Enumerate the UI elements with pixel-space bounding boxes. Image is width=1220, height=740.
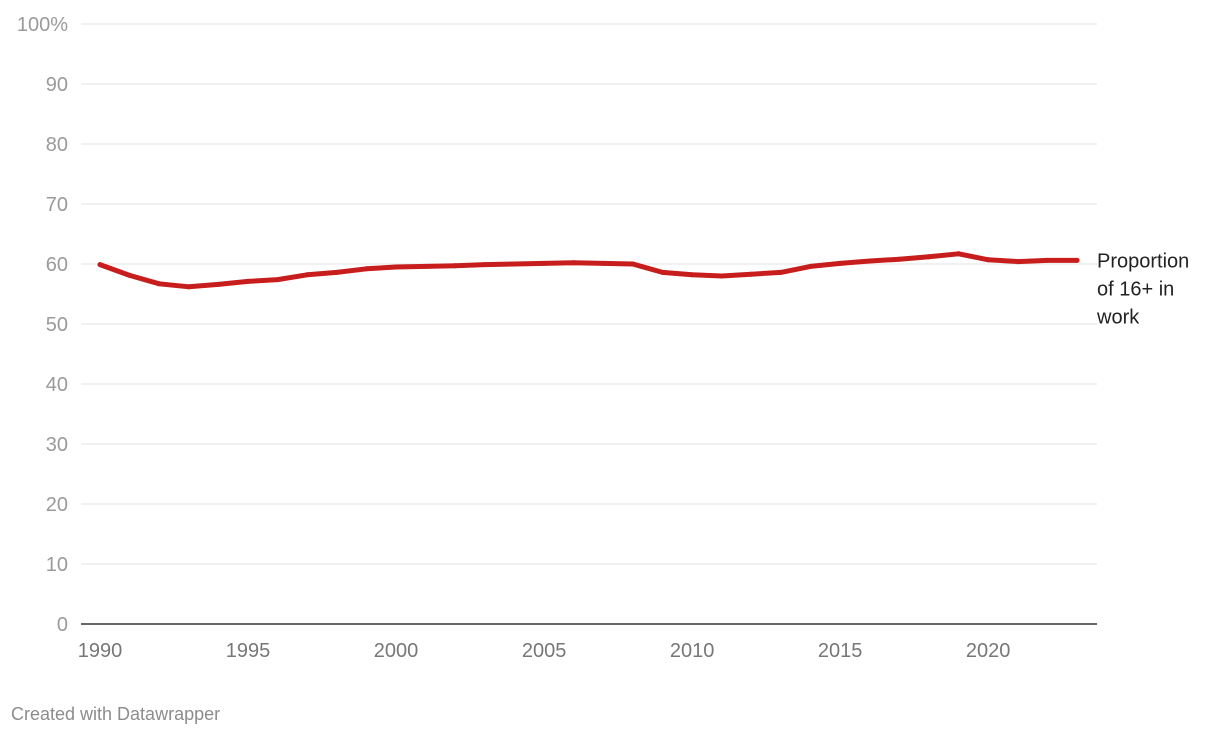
y-tick-label: 50: [46, 314, 68, 336]
data-point: [719, 273, 725, 279]
series-label-line: of 16+ in: [1097, 278, 1174, 300]
y-tick-label: 80: [46, 134, 68, 156]
data-point: [304, 272, 310, 278]
data-point: [482, 262, 488, 268]
data-point: [896, 256, 902, 262]
data-point: [156, 281, 162, 287]
series-label-line: work: [1096, 306, 1140, 328]
data-point: [1044, 257, 1050, 263]
y-tick-label: 70: [46, 194, 68, 216]
data-point: [1074, 257, 1080, 263]
data-point: [808, 263, 814, 269]
series-label-line: Proportion: [1097, 250, 1189, 272]
x-tick-label: 1990: [78, 640, 123, 662]
y-tick-label: 60: [46, 254, 68, 276]
data-point: [186, 284, 192, 290]
data-point: [97, 262, 103, 268]
y-tick-label: 20: [46, 494, 68, 516]
y-tick-label: 90: [46, 74, 68, 96]
y-tick-label: 10: [46, 554, 68, 576]
data-point: [334, 269, 340, 275]
data-point: [245, 278, 251, 284]
gridlines: [81, 23, 1097, 565]
data-point: [571, 260, 577, 266]
data-point: [275, 277, 281, 283]
y-tick-label: 30: [46, 434, 68, 456]
series-labels: Proportion of 16+ in work: [1096, 250, 1189, 328]
data-point: [985, 257, 991, 263]
y-tick-label: 40: [46, 374, 68, 396]
data-point: [689, 272, 695, 278]
data-point: [630, 261, 636, 267]
data-point: [778, 269, 784, 275]
data-point: [363, 266, 369, 272]
data-point: [423, 263, 429, 269]
data-point: [127, 272, 133, 278]
data-point: [600, 260, 606, 266]
data-point: [660, 269, 666, 275]
data-point: [511, 261, 517, 267]
series-layer: [97, 251, 1080, 290]
data-point: [452, 263, 458, 269]
x-tick-label: 2020: [966, 640, 1011, 662]
y-tick-label: 0: [57, 614, 68, 636]
x-tick-label: 2005: [522, 640, 567, 662]
data-point: [926, 254, 932, 260]
data-point: [748, 271, 754, 277]
data-point: [867, 258, 873, 264]
y-axis-tick-labels: 0 10 20 30 40 50 60 70 80 90 100%: [17, 14, 68, 636]
x-tick-label: 2000: [374, 640, 419, 662]
credit-text: Created with Datawrapper: [11, 704, 221, 724]
data-point: [541, 260, 547, 266]
series-line: [97, 251, 1080, 290]
data-point: [393, 264, 399, 270]
y-tick-label: 100%: [17, 14, 68, 36]
data-point: [1015, 259, 1021, 265]
data-point: [956, 251, 962, 257]
x-axis-tick-labels: 1990 1995 2000 2005 2010 2015 2020: [78, 640, 1011, 662]
x-tick-label: 1995: [226, 640, 271, 662]
x-tick-label: 2010: [670, 640, 715, 662]
x-tick-label: 2015: [818, 640, 863, 662]
data-point: [215, 281, 221, 287]
data-point: [837, 260, 843, 266]
